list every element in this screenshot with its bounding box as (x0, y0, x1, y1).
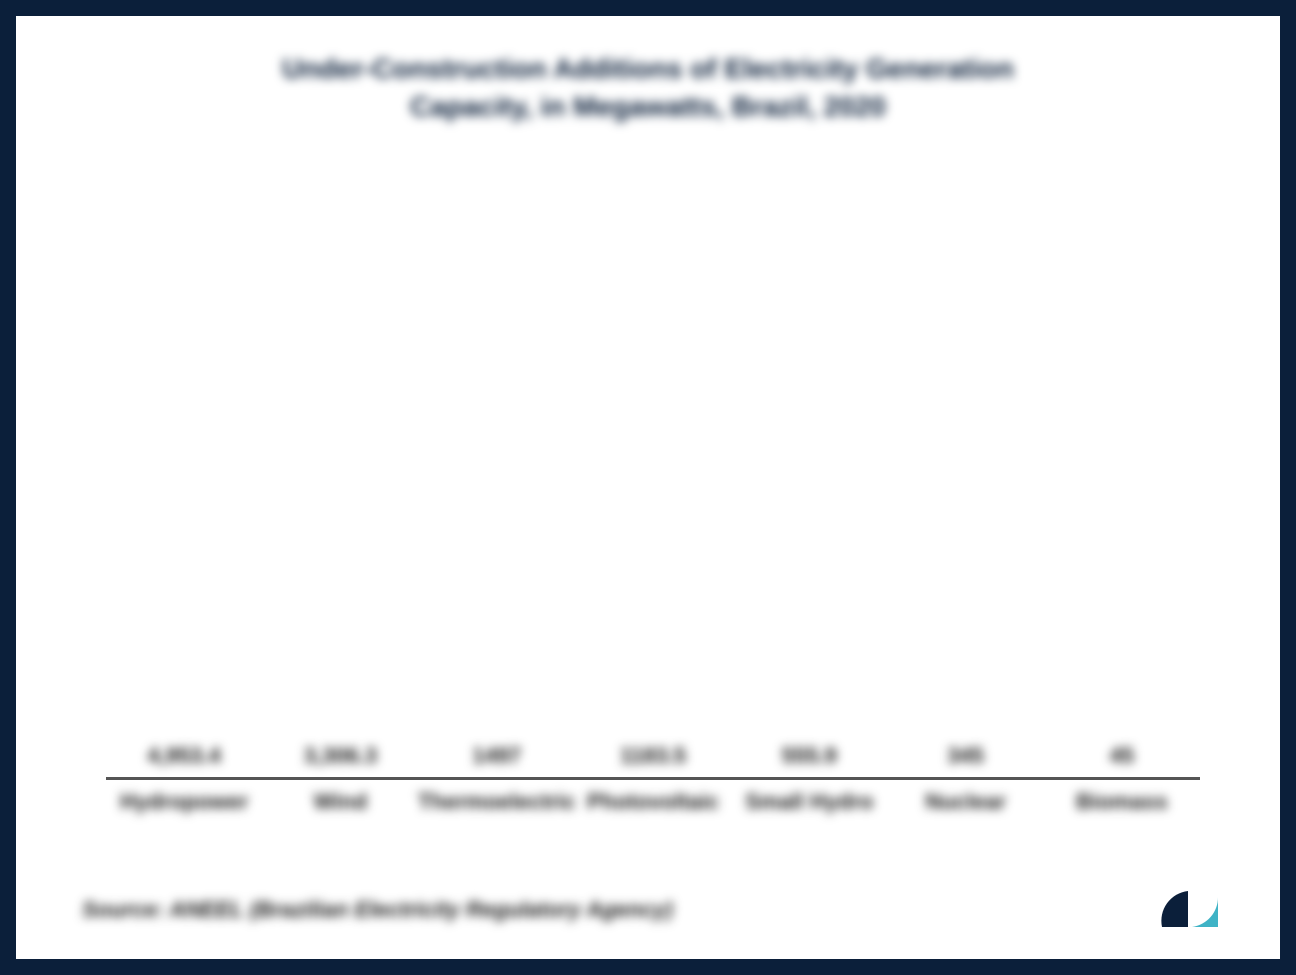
bar-value-label: 555.9 (744, 743, 875, 769)
plot-region: 4,953.4Hydropower3,306.3Wind1497Thermoel… (106, 160, 1200, 780)
chart-title-line2: Capacity, in Megawatts, Brazil, 2020 (66, 88, 1230, 126)
chart-frame: Under-Construction Additions of Electric… (0, 0, 1296, 975)
source-text: Source: ANEEL (Brazilian Electricity Reg… (82, 897, 673, 923)
bar-value-label: 1183.5 (587, 743, 718, 769)
chart-title: Under-Construction Additions of Electric… (66, 50, 1230, 126)
brand-logo-icon (1160, 885, 1220, 929)
chart-title-line1: Under-Construction Additions of Electric… (66, 50, 1230, 88)
bar-value-label: 345 (900, 743, 1031, 769)
bar-value-label: 1497 (431, 743, 562, 769)
x-tick-label: Biomass (1004, 777, 1240, 815)
bar-value-label: 4,953.4 (119, 743, 250, 769)
bar-value-label: 3,306.3 (275, 743, 406, 769)
bar-value-label: 45 (1056, 743, 1187, 769)
chart-area: 4,953.4Hydropower3,306.3Wind1497Thermoel… (66, 150, 1230, 850)
